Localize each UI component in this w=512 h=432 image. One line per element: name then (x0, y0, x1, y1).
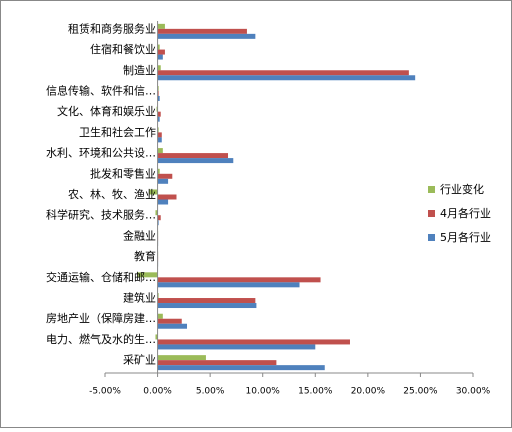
x-tick-label: 20.00% (351, 387, 386, 397)
x-tick-label: -5.00% (89, 387, 121, 397)
y-tick-label: 科学研究、技术服务… (46, 208, 156, 222)
bar (157, 339, 350, 345)
bar (157, 158, 234, 164)
legend-swatch (428, 186, 435, 193)
x-tick-label: 15.00% (298, 387, 333, 397)
bar (137, 272, 158, 278)
y-tick-label: 交通运输、仓储和邮… (46, 270, 156, 284)
y-tick-label: 批发和零售业 (90, 166, 156, 180)
bar (157, 65, 161, 71)
bar (157, 148, 163, 154)
bar (157, 127, 159, 133)
bar (157, 220, 159, 226)
bar (157, 344, 316, 350)
y-tick-label: 农、林、牧、渔业 (68, 187, 156, 201)
bar (157, 90, 159, 96)
x-tick-label: 5.00% (196, 387, 225, 397)
legend-label: 行业变化 (440, 182, 484, 196)
bar (157, 313, 163, 319)
bar (157, 85, 159, 91)
bar (157, 111, 161, 117)
bar (157, 75, 416, 81)
y-tick-label: 信息传输、软件和信… (46, 83, 156, 97)
bar (157, 54, 163, 60)
bar (157, 70, 409, 76)
bar (157, 173, 173, 179)
bar (157, 168, 160, 174)
y-tick-label: 租赁和商务服务业 (68, 21, 156, 35)
y-tick-label: 建筑业 (123, 291, 156, 305)
bar (157, 282, 300, 288)
legend-label: 5月各行业 (440, 230, 491, 244)
bar (149, 189, 158, 195)
y-tick-label: 文化、体育和娱乐业 (57, 104, 156, 118)
y-tick-label: 房地产业（保障房建… (46, 311, 156, 325)
bar (157, 318, 182, 324)
x-tick-label: 0.00% (143, 387, 172, 397)
y-tick-label: 电力、燃气及水的生… (46, 332, 156, 346)
y-tick-label: 水利、环境和公共设… (46, 146, 156, 160)
x-tick-label: 25.00% (403, 387, 438, 397)
bar (157, 33, 256, 39)
bar (157, 355, 206, 361)
bar (157, 44, 160, 50)
bar (157, 303, 257, 309)
bar (157, 178, 169, 184)
legend-swatch (428, 210, 435, 217)
y-tick-label: 住宿和餐饮业 (90, 42, 156, 56)
x-tick-label: 10.00% (246, 387, 281, 397)
bar (155, 210, 158, 216)
bar (157, 293, 159, 299)
bar (157, 28, 247, 34)
bar (157, 277, 321, 283)
legend-swatch (428, 234, 435, 241)
y-tick-label: 教育 (134, 249, 156, 263)
bar (157, 323, 188, 329)
bar (157, 365, 325, 371)
legend-label: 4月各行业 (440, 206, 491, 220)
bar (157, 199, 169, 205)
bar (157, 95, 160, 101)
bar (157, 23, 165, 29)
x-tick-label: 30.00% (456, 387, 491, 397)
bar (157, 132, 162, 138)
y-tick-label: 卫生和社会工作 (79, 125, 156, 139)
bar (157, 49, 165, 55)
y-tick-label: 制造业 (123, 63, 156, 77)
bar (157, 116, 160, 122)
bar (156, 106, 158, 112)
bar (157, 215, 161, 221)
bar (155, 334, 158, 340)
bar (157, 360, 277, 366)
bar (157, 298, 256, 304)
bar (157, 153, 229, 159)
bar (157, 194, 177, 200)
bar (157, 137, 162, 143)
y-tick-label: 采矿业 (123, 354, 156, 367)
y-tick-label: 金融业 (123, 228, 156, 242)
